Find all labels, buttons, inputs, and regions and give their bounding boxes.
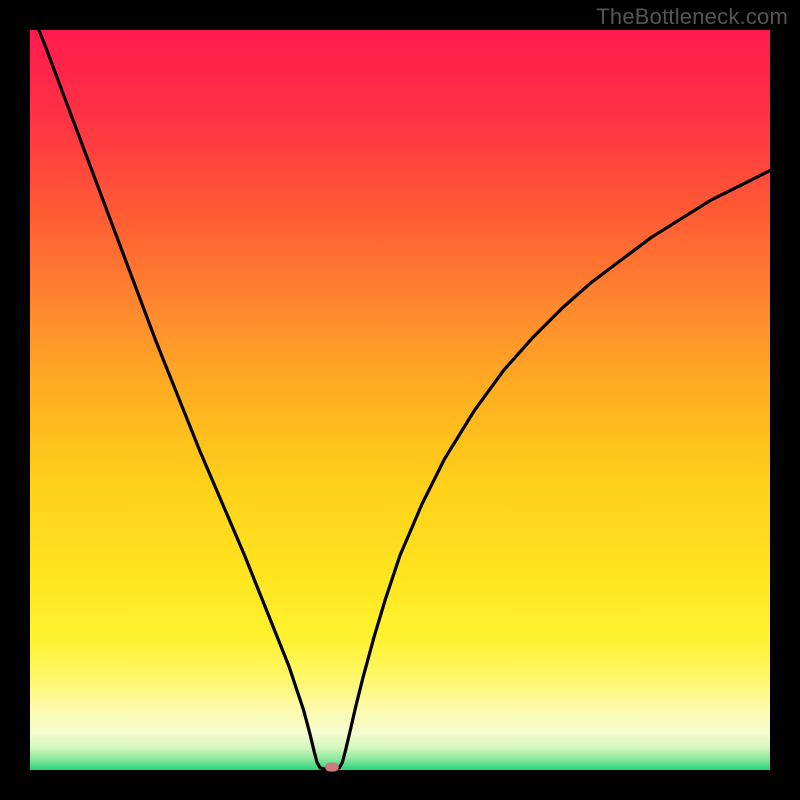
plot-background	[30, 30, 770, 770]
optimal-marker	[325, 763, 338, 772]
bottleneck-chart	[0, 0, 800, 800]
chart-container: TheBottleneck.com	[0, 0, 800, 800]
